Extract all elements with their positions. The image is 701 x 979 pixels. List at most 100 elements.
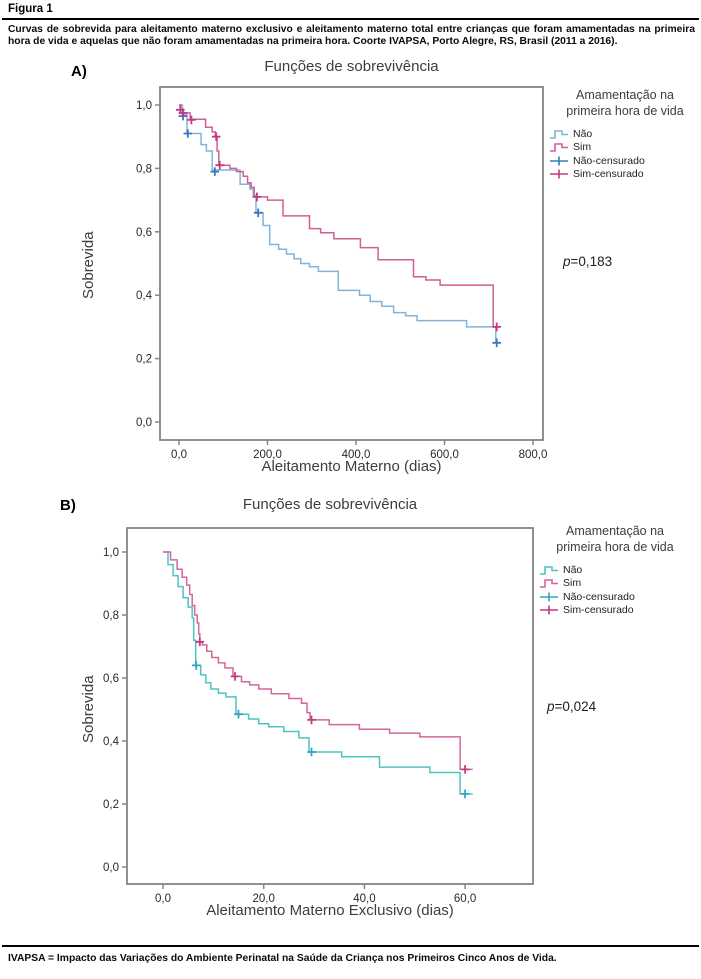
chart-b-title: Funções de sobrevivência xyxy=(242,496,418,513)
y-tick-label: 0,2 xyxy=(136,354,152,366)
legend-item: Sim-censurado xyxy=(539,603,691,617)
y-tick-label: 1,0 xyxy=(136,100,152,112)
censor-mark-Não xyxy=(183,129,193,138)
censor-mark-Não xyxy=(307,747,316,757)
plot-frame xyxy=(159,86,544,441)
x-tick-label: 600,0 xyxy=(430,449,459,461)
x-tick-label: 800,0 xyxy=(519,449,548,461)
chart-a-x-axis-title: Aleitamento Materno (dias) xyxy=(261,458,442,475)
censor-mark-Sim xyxy=(215,160,224,170)
legend-step-line-icon xyxy=(550,129,568,139)
footer-rule xyxy=(2,945,699,947)
legend-item-label: Sim xyxy=(573,141,592,153)
y-tick-label: 1,0 xyxy=(103,547,119,559)
p-number: =0,024 xyxy=(554,699,597,714)
legend-censor-plus-icon xyxy=(550,156,568,165)
series-curve-Não xyxy=(179,104,499,344)
legend-items: Não Sim Não-censurado Sim-censurado xyxy=(549,127,701,181)
censor-mark-Sim xyxy=(460,765,470,774)
x-tick-label: 20,0 xyxy=(253,893,275,905)
legend-item-label: Sim-censurado xyxy=(573,168,644,180)
x-tick-label: 200,0 xyxy=(253,449,282,461)
p-number: =0,183 xyxy=(570,254,613,269)
legend-step-line-icon xyxy=(550,143,568,152)
legend-item: Não-censurado xyxy=(549,154,701,168)
legend-censor-plus-icon xyxy=(550,169,568,179)
legend-item-label: Sim-censurado xyxy=(563,604,634,616)
legend-step-line-icon xyxy=(540,565,558,575)
censor-mark-Sim xyxy=(307,715,316,725)
glyph-stroke xyxy=(540,605,558,615)
legend-item: Sim xyxy=(549,140,701,154)
legend-title: Amamentação na primeira hora de vida xyxy=(556,524,674,554)
y-tick-label: 0,0 xyxy=(103,862,119,874)
glyph-stroke xyxy=(550,156,568,165)
legend-item-label: Não xyxy=(563,563,583,576)
chart-b-x-axis-title: Aleitamento Materno Exclusivo (dias) xyxy=(206,902,454,919)
x-tick-label: 60,0 xyxy=(454,893,476,905)
glyph-stroke xyxy=(550,143,568,152)
y-tick-label: 0,0 xyxy=(136,417,152,429)
censor-mark-Não xyxy=(191,661,201,670)
legend-item-label: Sim xyxy=(563,577,582,589)
censor-mark-Não xyxy=(460,789,470,799)
censor-mark-Não xyxy=(253,208,263,218)
legend-censor-plus-icon xyxy=(540,605,558,615)
x-tick-label: 0,0 xyxy=(171,449,187,461)
censor-mark-Não xyxy=(210,167,220,176)
legend-step-line-icon xyxy=(540,579,558,588)
y-tick-label: 0,8 xyxy=(136,163,152,175)
header-rule xyxy=(2,18,699,20)
chart-b-legend: Amamentação na primeira hora de vida Não… xyxy=(539,524,691,617)
legend-censor-plus-icon xyxy=(540,592,558,601)
legend-item-label: Não-censurado xyxy=(563,590,635,603)
y-tick-label: 0,4 xyxy=(136,290,153,302)
figure-caption: Curvas de sobrevida para aleitamento mat… xyxy=(8,24,695,48)
legend-item-label: Não-censurado xyxy=(573,154,645,167)
y-tick-label: 0,6 xyxy=(136,227,152,239)
chart-a-y-axis-title: Sobrevida xyxy=(80,231,97,299)
y-tick-label: 0,2 xyxy=(103,799,119,811)
censor-mark-Sim xyxy=(252,192,262,202)
censor-mark-Sim xyxy=(211,132,221,141)
glyph-stroke xyxy=(540,592,558,601)
glyph-stroke xyxy=(540,579,558,588)
y-tick-label: 0,8 xyxy=(103,610,119,622)
x-tick-label: 40,0 xyxy=(353,893,375,905)
glyph-stroke xyxy=(540,565,558,575)
x-tick-label: 0,0 xyxy=(155,893,171,905)
censor-mark-Não xyxy=(492,338,501,348)
chart-b-p-value: p=0,024 xyxy=(547,699,596,714)
censor-mark-Sim xyxy=(187,115,196,125)
series-curve-Sim xyxy=(179,104,499,328)
y-tick-label: 0,6 xyxy=(103,673,119,685)
p-symbol: p xyxy=(563,254,571,269)
legend-items: Não Sim Não-censurado Sim-censurado xyxy=(539,563,691,617)
censor-mark-Sim xyxy=(195,637,205,647)
chart-a-legend: Amamentação na primeira hora de vida Não… xyxy=(549,88,701,181)
plot-frame xyxy=(126,527,534,885)
figure-label: Figura 1 xyxy=(8,3,53,15)
legend-item: Não xyxy=(549,127,701,141)
censor-mark-Não xyxy=(234,709,243,719)
legend-item: Sim xyxy=(539,576,691,590)
y-tick-label: 0,4 xyxy=(103,736,120,748)
censor-mark-Sim xyxy=(230,672,240,681)
p-symbol: p xyxy=(547,699,555,714)
x-tick-label: 400,0 xyxy=(342,449,371,461)
legend-item: Não-censurado xyxy=(539,590,691,604)
chart-b-y-axis-title: Sobrevida xyxy=(80,675,97,743)
legend-title: Amamentação na primeira hora de vida xyxy=(566,88,684,118)
chart-a-p-value: p=0,183 xyxy=(563,254,612,269)
panel-label-b: B) xyxy=(60,497,76,514)
legend-item-label: Não xyxy=(573,127,593,140)
censor-mark-Sim xyxy=(492,322,501,332)
chart-a-title: Funções de sobrevivência xyxy=(264,58,439,75)
glyph-stroke xyxy=(550,129,568,139)
legend-item: Sim-censurado xyxy=(549,167,701,181)
series-curve-Sim xyxy=(163,551,473,771)
legend-item: Não xyxy=(539,563,691,577)
figure-footnote: IVAPSA = Impacto das Variações do Ambien… xyxy=(8,953,557,964)
